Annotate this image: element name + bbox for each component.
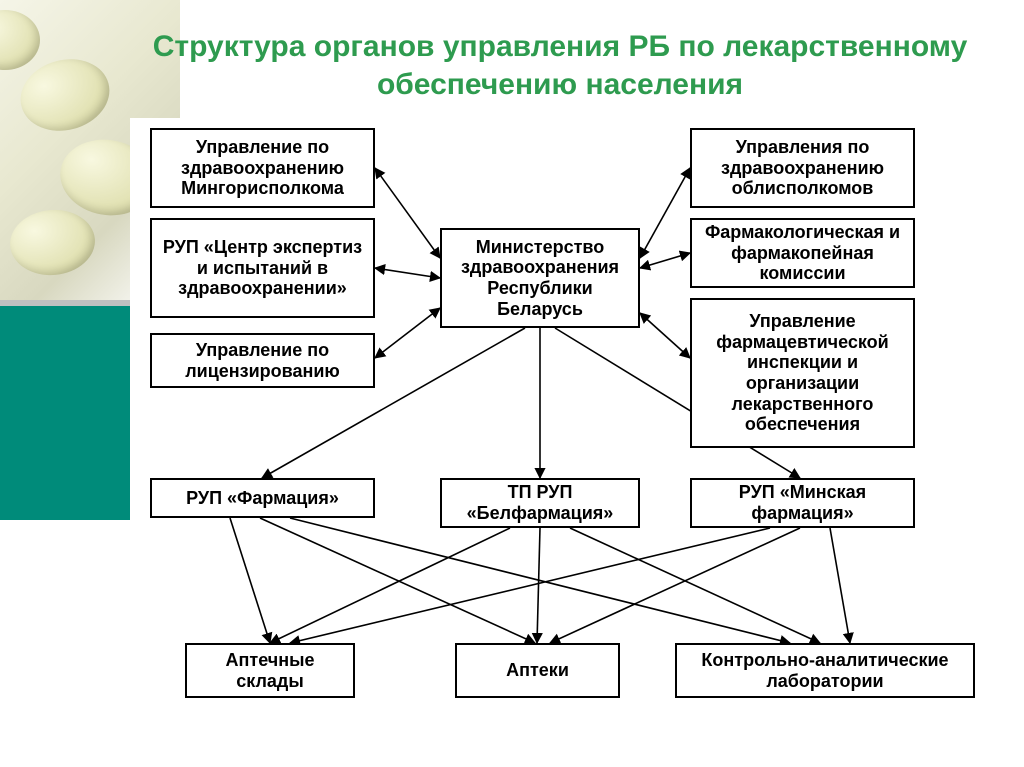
org-node: Управление по здравоохранению Мингориспо…	[150, 128, 375, 208]
org-node: Контрольно-аналитические лаборатории	[675, 643, 975, 698]
org-node: Управление по лицензированию	[150, 333, 375, 388]
slide-title: Структура органов управления РБ по лекар…	[150, 28, 970, 103]
org-node: РУП «Фармация»	[150, 478, 375, 518]
org-node: РУП «Центр экспертиз и испытаний в здрав…	[150, 218, 375, 318]
org-node: Аптеки	[455, 643, 620, 698]
org-node: Управления по здравоохранению облисполко…	[690, 128, 915, 208]
org-node: Министерство здравоохранения Республики …	[440, 228, 640, 328]
org-node: ТП РУП «Белфармация»	[440, 478, 640, 528]
org-node: Фармакологическая и фармакопейная комисс…	[690, 218, 915, 288]
org-node: Управление фармацевтической инспекции и …	[690, 298, 915, 448]
org-node: РУП «Минская фармация»	[690, 478, 915, 528]
org-chart-diagram: Управление по здравоохранению Мингориспо…	[130, 118, 1010, 758]
org-node: Аптечные склады	[185, 643, 355, 698]
